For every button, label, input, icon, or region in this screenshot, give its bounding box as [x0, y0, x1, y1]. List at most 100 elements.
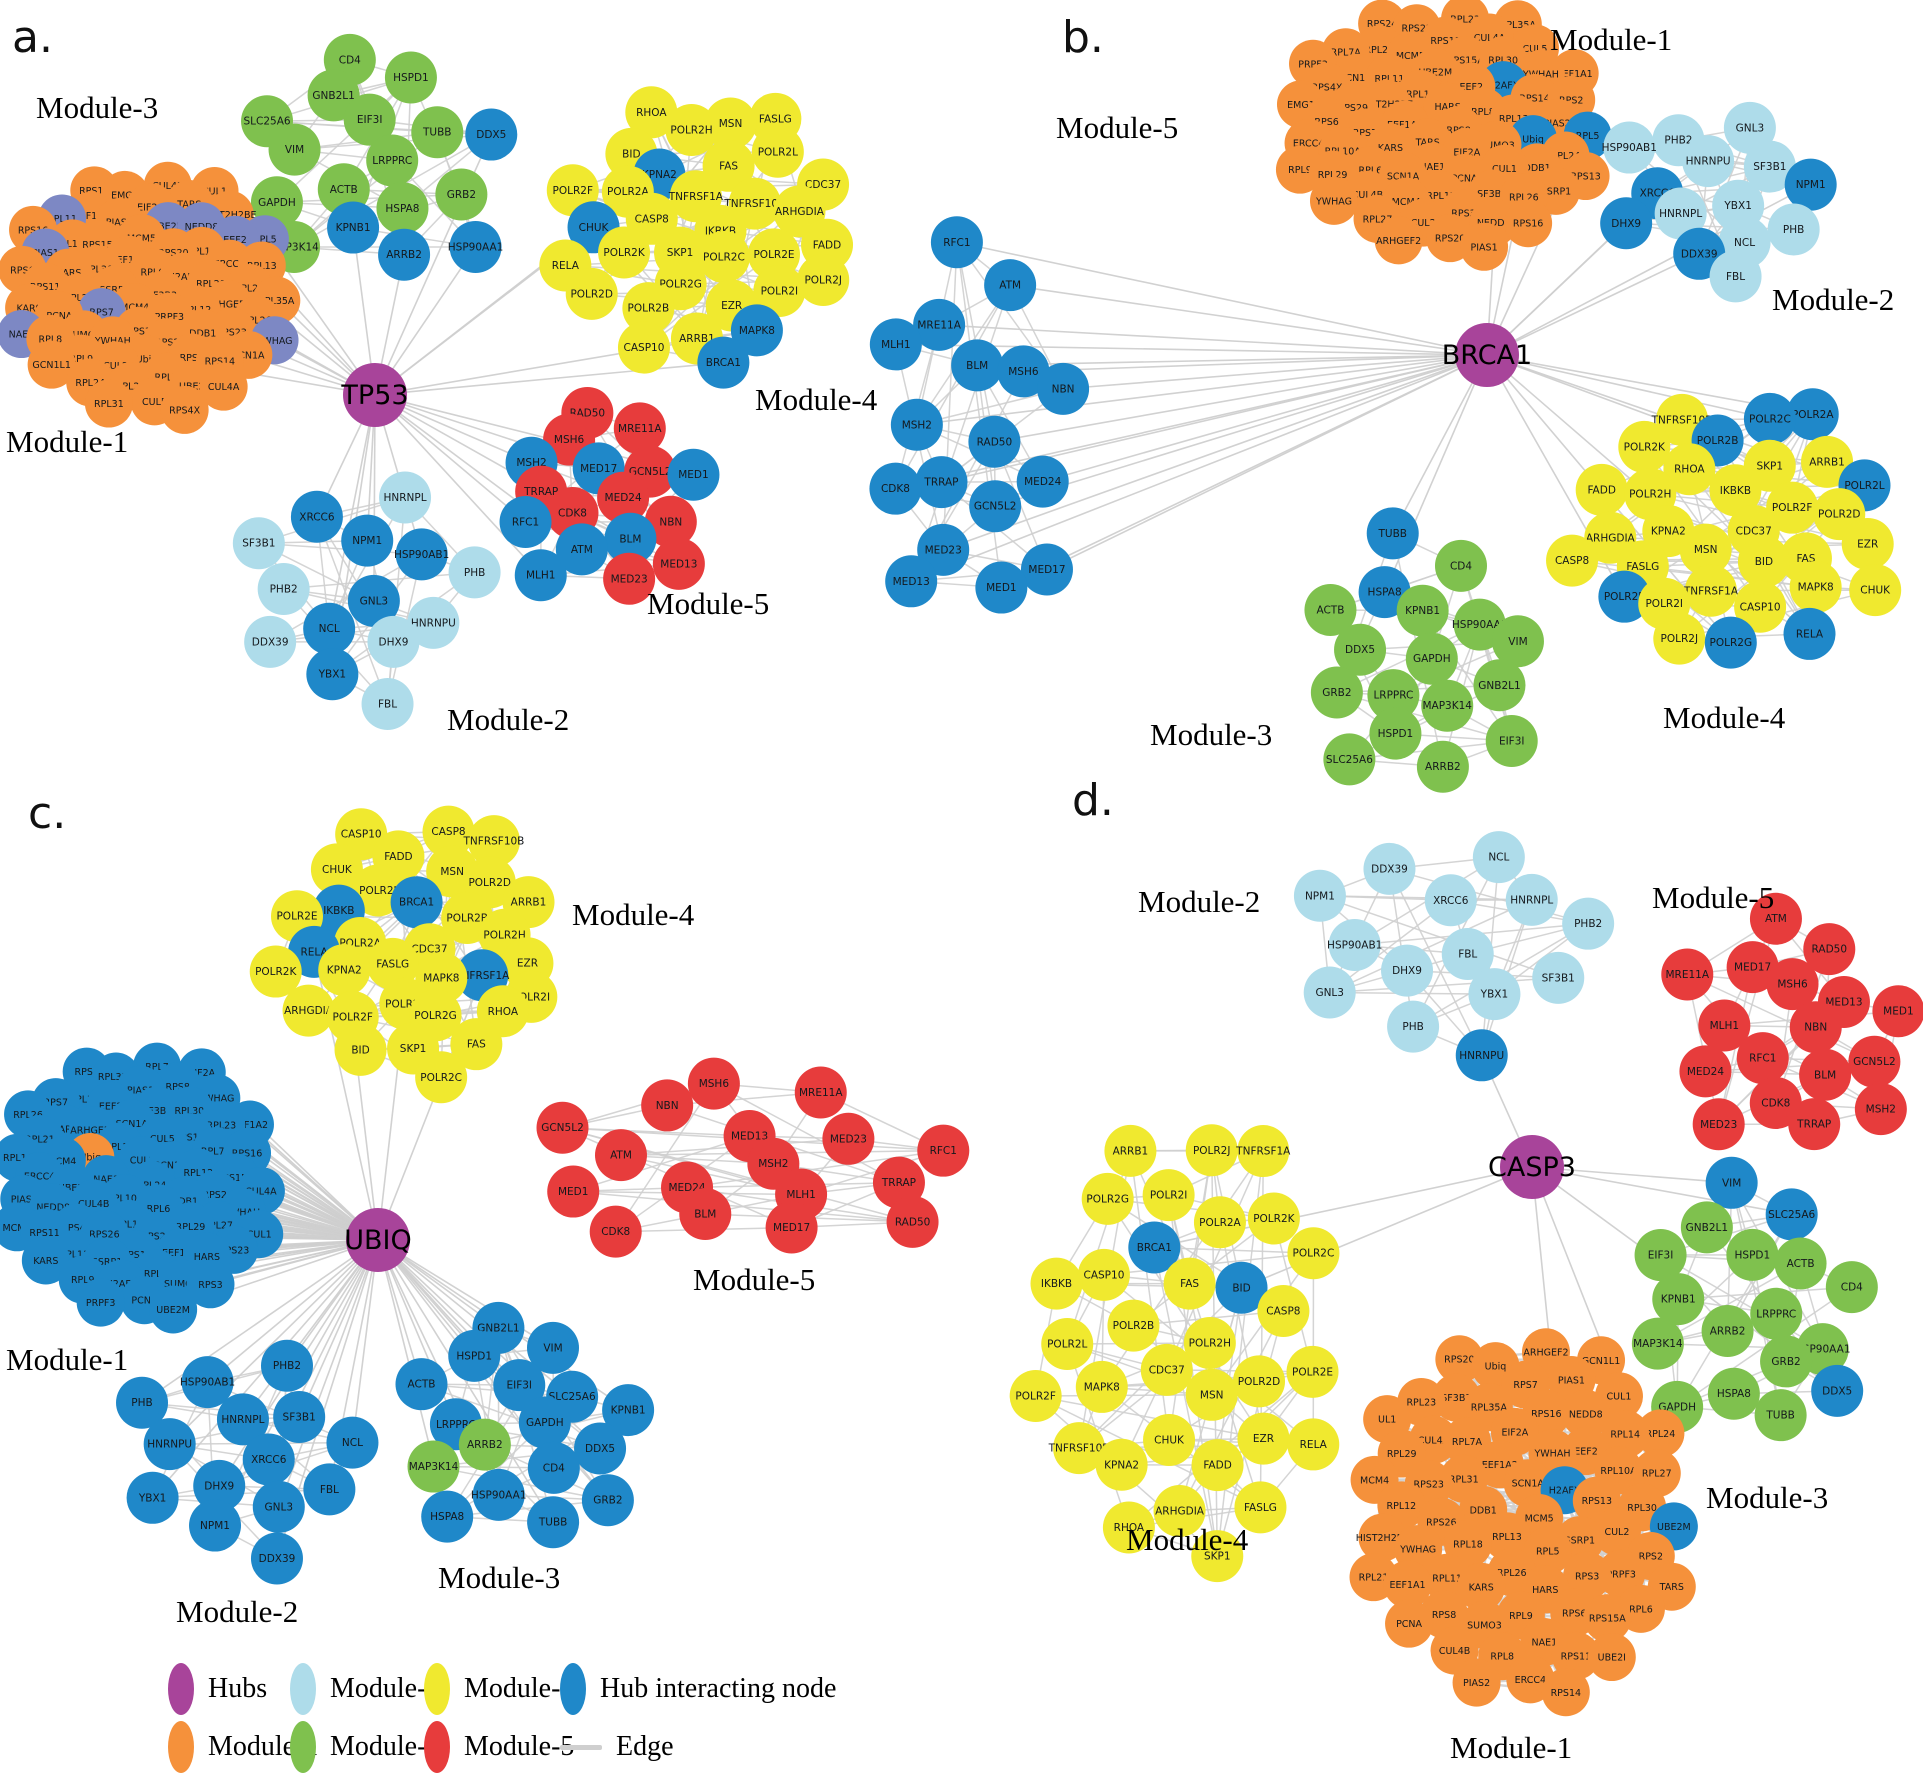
node-MAP3K14[interactable]: MAP3K14	[1421, 679, 1474, 732]
node-PRPF3[interactable]: PRPF3	[1597, 1549, 1646, 1598]
node-CHUK[interactable]: CHUK	[1143, 1413, 1196, 1466]
node-RHOA[interactable]: RHOA	[1102, 1501, 1155, 1554]
node-GNL3[interactable]: GNL3	[347, 574, 400, 627]
node-BLM[interactable]: BLM	[951, 339, 1004, 392]
node-BRCA1[interactable]: BRCA1	[697, 336, 750, 389]
hub-UBIQ[interactable]: UBIQ	[344, 1208, 412, 1272]
node-LRPPRC[interactable]: LRPPRC	[366, 134, 419, 187]
node-CHUK[interactable]: CHUK	[310, 843, 363, 896]
node-RPL24[interactable]: RPL24	[1636, 1409, 1685, 1458]
node-GNL3[interactable]: GNL3	[1303, 966, 1356, 1019]
node-CD4[interactable]: CD4	[1825, 1261, 1878, 1314]
node-PCNA[interactable]: PCNA	[1385, 1599, 1434, 1648]
node-EIF3I[interactable]: EIF3I	[343, 93, 396, 146]
node-DDX5[interactable]: DDX5	[1334, 623, 1387, 676]
node-NBN[interactable]: NBN	[644, 495, 697, 548]
node-UBE2M[interactable]: UBE2M	[149, 1285, 198, 1334]
node-MLH1[interactable]: MLH1	[869, 318, 922, 371]
node-RPS3[interactable]: RPS3	[1563, 1551, 1612, 1600]
node-POLR2L[interactable]: POLR2L	[1041, 1318, 1094, 1371]
node-ARHGEF2[interactable]: ARHGEF2	[1374, 216, 1423, 265]
node-ATM[interactable]: ATM	[1749, 892, 1802, 945]
node-SF3B1[interactable]: SF3B1	[1743, 140, 1796, 193]
node-POLR2B[interactable]: POLR2B	[622, 282, 675, 335]
node-DDX5[interactable]: DDX5	[465, 108, 518, 161]
node-NPM1[interactable]: NPM1	[1293, 869, 1346, 922]
node-BID[interactable]: BID	[1737, 535, 1790, 588]
node-POLR2K[interactable]: POLR2K	[598, 226, 651, 279]
node-HSPD1[interactable]: HSPD1	[384, 51, 437, 104]
node-TUBB[interactable]: TUBB	[527, 1496, 580, 1549]
node-ACTB[interactable]: ACTB	[1774, 1237, 1827, 1290]
node-ARRB2[interactable]: ARRB2	[458, 1418, 511, 1471]
node-NPM1[interactable]: NPM1	[189, 1499, 242, 1552]
node-CASP10[interactable]: CASP10	[1734, 580, 1787, 633]
node-FASLG[interactable]: FASLG	[366, 937, 419, 990]
node-DHX9[interactable]: DHX9	[193, 1459, 246, 1512]
node-EIF3I[interactable]: EIF3I	[1634, 1229, 1687, 1282]
node-CDC37[interactable]: CDC37	[1140, 1343, 1193, 1396]
node-HSP90AB1[interactable]: HSP90AB1	[394, 528, 449, 581]
node-ARRB1[interactable]: ARRB1	[1104, 1124, 1157, 1177]
node-MAP3K14[interactable]: MAP3K14	[1631, 1317, 1684, 1370]
node-BID[interactable]: BID	[1215, 1261, 1268, 1314]
node-NCL[interactable]: NCL	[303, 602, 356, 655]
node-GRB2[interactable]: GRB2	[1760, 1335, 1813, 1388]
node-POLR2E[interactable]: POLR2E	[1598, 570, 1651, 623]
node-GRB2[interactable]: GRB2	[581, 1474, 634, 1527]
node-MSH6[interactable]: MSH6	[687, 1057, 740, 1110]
node-CUL2[interactable]: CUL2	[1592, 1507, 1641, 1556]
node-MAP3K14[interactable]: MAP3K14	[407, 1440, 460, 1493]
node-GAPDH[interactable]: GAPDH	[518, 1396, 571, 1449]
node-ARRB1[interactable]: ARRB1	[1801, 435, 1854, 488]
hub-BRCA1[interactable]: BRCA1	[1442, 323, 1532, 387]
node-UBE2I[interactable]: UBE2I	[1587, 1633, 1636, 1682]
node-MED24[interactable]: MED24	[1679, 1045, 1732, 1098]
node-ARRB2[interactable]: ARRB2	[378, 228, 431, 281]
node-DDX39[interactable]: DDX39	[250, 1532, 303, 1585]
node-HSPA8[interactable]: HSPA8	[376, 182, 429, 235]
node-MRE11A[interactable]: MRE11A	[913, 298, 966, 351]
node-POLR2B[interactable]: POLR2B	[1107, 1299, 1160, 1352]
node-PRPF3[interactable]: PRPF3	[76, 1278, 125, 1327]
hub-CASP3[interactable]: CASP3	[1488, 1135, 1576, 1199]
node-RPS20[interactable]: RPS20	[1435, 1335, 1484, 1384]
node-CDK8[interactable]: CDK8	[589, 1205, 642, 1258]
node-MAPK8[interactable]: MAPK8	[730, 304, 783, 357]
node-TNFRSF10B[interactable]: TNFRSF10B	[463, 815, 525, 868]
node-MED13[interactable]: MED13	[885, 555, 938, 608]
node-POLR2J[interactable]: POLR2J	[1653, 612, 1706, 665]
node-POLR2I[interactable]: POLR2I	[1142, 1169, 1195, 1222]
node-RELA[interactable]: RELA	[1783, 607, 1836, 660]
node-HSP90AB1[interactable]: HSP90AB1	[1327, 919, 1382, 972]
node-EIF3I[interactable]: EIF3I	[1485, 714, 1538, 767]
node-VIM[interactable]: VIM	[526, 1321, 579, 1374]
node-TRRAP[interactable]: TRRAP	[872, 1156, 925, 1209]
node-FBL[interactable]: FBL	[1709, 250, 1762, 303]
hub-TP53[interactable]: TP53	[340, 363, 409, 427]
node-VIM[interactable]: VIM	[268, 123, 321, 176]
node-POLR2D[interactable]: POLR2D	[565, 267, 618, 320]
node-VIM[interactable]: VIM	[1705, 1156, 1758, 1209]
node-MED23[interactable]: MED23	[603, 552, 656, 605]
node-CDK8[interactable]: CDK8	[1749, 1077, 1802, 1130]
node-EZR[interactable]: EZR	[1237, 1412, 1290, 1465]
node-FBL[interactable]: FBL	[303, 1463, 356, 1516]
node-NBN[interactable]: NBN	[641, 1079, 694, 1132]
node-CD4[interactable]: CD4	[1434, 539, 1487, 592]
node-KPNA2[interactable]: KPNA2	[318, 944, 371, 997]
node-ARRB2[interactable]: ARRB2	[1416, 740, 1469, 793]
node-HSPD1[interactable]: HSPD1	[1369, 707, 1422, 760]
node-HSP90AA1[interactable]: HSP90AA1	[448, 220, 504, 273]
node-MED1[interactable]: MED1	[1872, 985, 1923, 1038]
node-MED23[interactable]: MED23	[917, 523, 970, 576]
node-ATM[interactable]: ATM	[555, 523, 608, 576]
node-MRE11A[interactable]: MRE11A	[613, 402, 666, 455]
node-SLC25A6[interactable]: SLC25A6	[1323, 733, 1376, 786]
node-YBX1[interactable]: YBX1	[1468, 968, 1521, 1021]
node-POLR2E[interactable]: POLR2E	[1286, 1345, 1339, 1398]
node-ARHGDIA[interactable]: ARHGDIA	[1153, 1484, 1206, 1537]
node-ACTB[interactable]: ACTB	[395, 1358, 448, 1411]
node-POLR2C[interactable]: POLR2C	[1743, 392, 1796, 445]
node-SF3B1[interactable]: SF3B1	[232, 517, 285, 570]
